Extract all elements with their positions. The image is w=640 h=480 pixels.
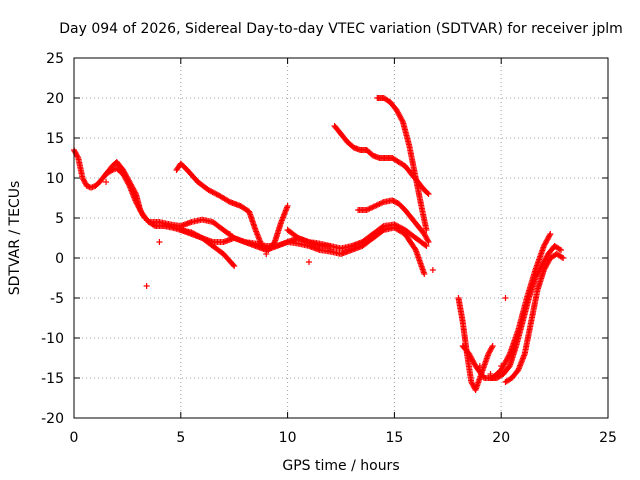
data-point (556, 246, 563, 253)
data-point (424, 237, 431, 244)
axis-ticks (73, 57, 609, 419)
y-tick-label: 0 (55, 251, 64, 267)
data-point (558, 247, 565, 253)
data-point (423, 243, 430, 249)
x-tick-label: 25 (599, 430, 617, 446)
y-tick-label: -5 (50, 291, 64, 307)
series-track-g (374, 95, 430, 233)
data-point (489, 343, 496, 349)
data-point (156, 239, 163, 245)
y-tick-label: 5 (55, 211, 64, 227)
y-axis-label: SDTVAR / TECUs (7, 181, 23, 296)
data-point (108, 167, 115, 174)
data-point (399, 117, 406, 124)
series-track-k (459, 231, 554, 381)
data-point (558, 254, 565, 261)
series-outliers (103, 179, 509, 377)
data-point (424, 190, 431, 196)
data-point (411, 245, 418, 252)
x-tick-label: 5 (176, 430, 185, 446)
data-point (231, 263, 238, 269)
y-tick-label: 20 (46, 91, 64, 107)
data-point (125, 181, 132, 188)
plot-frame (73, 57, 609, 419)
y-tick-label: 10 (46, 171, 64, 187)
data-point (546, 232, 553, 239)
data-point (560, 255, 567, 261)
data-point (226, 231, 233, 237)
data-point (476, 363, 483, 369)
chart-title: Day 094 of 2026, Sidereal Day-to-day VTE… (59, 21, 623, 37)
x-tick-label: 15 (385, 430, 403, 446)
x-axis-label: GPS time / hours (282, 458, 399, 474)
y-tick-label: -15 (41, 371, 64, 387)
data-point (225, 198, 232, 205)
data-point (425, 239, 432, 245)
data-point (421, 271, 428, 277)
y-tick-label: 15 (46, 131, 64, 147)
series-track-m (502, 251, 567, 385)
data-point (74, 153, 81, 160)
x-tick-label: 0 (70, 430, 79, 446)
data-point (263, 251, 270, 257)
data-point (425, 191, 432, 197)
data-point (498, 363, 505, 369)
data-point (379, 223, 386, 230)
y-tick-label: -20 (41, 411, 64, 427)
data-point (327, 247, 334, 253)
data-point (422, 242, 429, 249)
data-point (429, 267, 436, 273)
data-point (284, 203, 291, 209)
data-point (547, 231, 554, 237)
series-track-h (355, 197, 432, 245)
y-tick-labels: -20 -15 -10 -5 0 5 10 15 20 25 (41, 51, 64, 427)
series-track-f (331, 123, 432, 197)
data-point (103, 179, 110, 185)
series-track-j (455, 295, 496, 393)
data-point (305, 259, 312, 265)
data-point (506, 352, 513, 359)
series-track-b (103, 165, 238, 269)
grid (74, 58, 608, 418)
series-track-i (284, 221, 430, 252)
x-tick-label: 10 (279, 430, 297, 446)
data-point (230, 261, 237, 268)
y-tick-label: 25 (46, 51, 64, 67)
data-point (487, 371, 494, 377)
series-track-e (177, 224, 428, 277)
y-tick-label: -10 (41, 331, 64, 347)
data-point (488, 344, 495, 351)
series-track-l (487, 243, 565, 381)
data-point (502, 295, 509, 301)
series-track-d (173, 160, 291, 253)
x-tick-label: 20 (492, 430, 510, 446)
data-point (143, 283, 150, 289)
x-tick-labels: 0 5 10 15 20 25 (70, 430, 617, 446)
series-track-a (71, 147, 148, 221)
data-marks (71, 95, 567, 393)
